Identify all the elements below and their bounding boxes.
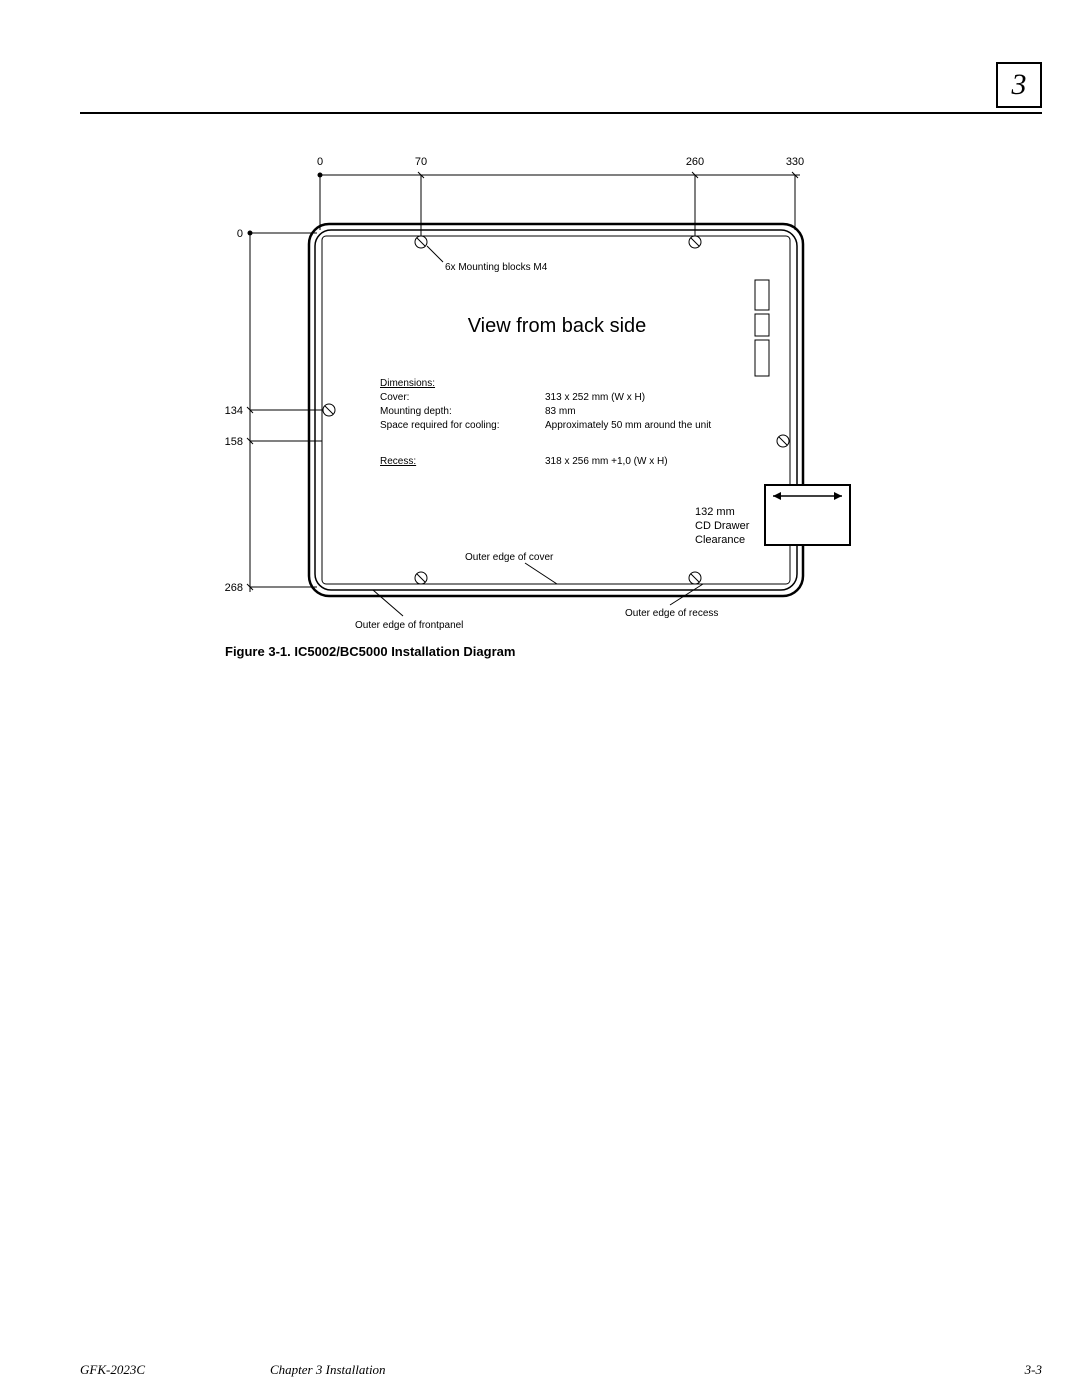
svg-text:83 mm: 83 mm [545, 406, 576, 417]
svg-text:Mounting depth:: Mounting depth: [380, 406, 452, 417]
svg-text:70: 70 [415, 156, 427, 168]
svg-text:Approximately 50 mm around the: Approximately 50 mm around the unit [545, 420, 711, 431]
svg-text:313 x 252 mm (W x H): 313 x 252 mm (W x H) [545, 392, 645, 403]
svg-text:132 mm: 132 mm [695, 506, 735, 518]
footer-doc-id: GFK-2023C [80, 1362, 145, 1378]
svg-text:Dimensions:: Dimensions: [380, 378, 435, 389]
svg-text:318 x 256 mm +1,0 (W x H): 318 x 256 mm +1,0 (W x H) [545, 456, 668, 467]
svg-text:Recess:: Recess: [380, 456, 416, 467]
figure-caption: Figure 3-1. IC5002/BC5000 Installation D… [225, 644, 515, 659]
svg-text:134: 134 [225, 405, 243, 417]
svg-text:Outer edge of frontpanel: Outer edge of frontpanel [355, 620, 463, 631]
footer-page-number: 3-3 [1025, 1362, 1042, 1378]
chapter-number-box: 3 [996, 62, 1042, 108]
svg-text:CD Drawer: CD Drawer [695, 520, 750, 532]
svg-text:Cover:: Cover: [380, 392, 409, 403]
svg-text:158: 158 [225, 436, 243, 448]
svg-text:Clearance: Clearance [695, 534, 745, 546]
svg-text:268: 268 [225, 582, 243, 594]
svg-text:View from back side: View from back side [468, 315, 647, 337]
svg-text:0: 0 [317, 156, 323, 168]
svg-text:Outer edge of cover: Outer edge of cover [465, 552, 554, 563]
svg-text:0: 0 [237, 228, 243, 240]
svg-text:Outer edge of recess: Outer edge of recess [625, 608, 718, 619]
footer-chapter: Chapter 3 Installation [270, 1362, 386, 1378]
header-rule [80, 112, 1042, 114]
installation-diagram: 0 70 260 330 0 134 158 268 [225, 150, 865, 670]
page: 3 0 70 260 330 [0, 0, 1080, 1397]
svg-text:260: 260 [686, 156, 704, 168]
svg-text:Space required for cooling:: Space required for cooling: [380, 420, 500, 431]
svg-text:330: 330 [786, 156, 804, 168]
svg-text:6x Mounting blocks M4: 6x Mounting blocks M4 [445, 262, 548, 273]
